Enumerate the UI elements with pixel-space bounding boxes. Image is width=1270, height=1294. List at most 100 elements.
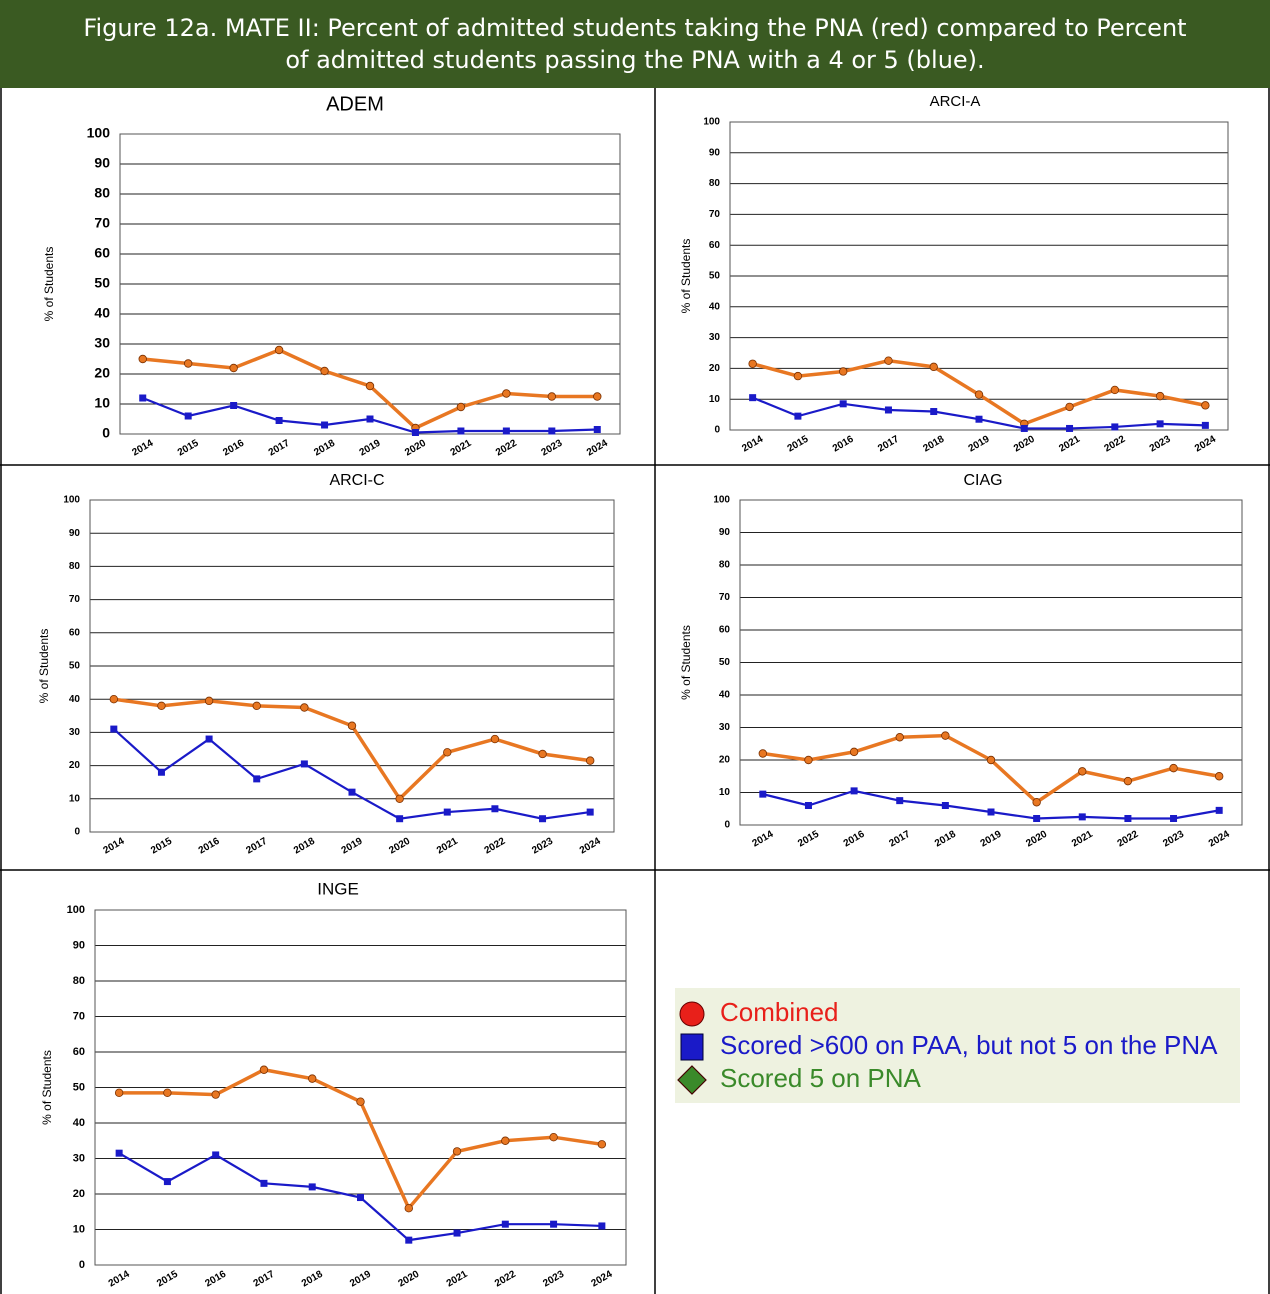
- point: [598, 1222, 606, 1230]
- x-tick-label: 2024: [590, 1269, 615, 1290]
- point: [794, 412, 802, 420]
- point: [395, 794, 404, 803]
- x-tick-label: 2024: [1207, 829, 1232, 850]
- x-tick-label: 2016: [203, 1269, 228, 1290]
- point: [115, 1149, 123, 1157]
- point: [1032, 798, 1041, 807]
- point: [109, 695, 119, 704]
- point: [538, 749, 547, 759]
- x-tick-label: 2017: [267, 438, 292, 459]
- x-tick-label: 2021: [449, 438, 474, 459]
- point: [404, 1203, 413, 1213]
- point: [547, 392, 557, 401]
- y-tick-label: 70: [94, 215, 110, 231]
- legend-marker: [679, 1001, 705, 1027]
- y-tick-label: 0: [724, 820, 730, 831]
- chart-title: ARCI-C: [329, 472, 384, 489]
- series-line: [113, 697, 591, 802]
- point: [490, 734, 500, 744]
- point: [502, 427, 510, 435]
- point: [1201, 421, 1209, 429]
- y-tick-label: 80: [719, 560, 731, 571]
- x-tick-label: 2021: [1070, 829, 1095, 850]
- x-tick-label: 2014: [107, 1269, 132, 1290]
- point: [456, 402, 466, 412]
- y-tick-label: 40: [94, 305, 110, 321]
- point: [929, 362, 938, 372]
- point: [586, 808, 594, 816]
- x-tick-label: 2018: [300, 1269, 325, 1290]
- point: [491, 805, 499, 813]
- point: [539, 815, 547, 823]
- y-tick-label: 100: [703, 117, 720, 128]
- point: [838, 367, 848, 376]
- y-tick-label: 30: [73, 1152, 85, 1164]
- x-tick-label: 2019: [979, 829, 1004, 850]
- point: [895, 733, 904, 742]
- point: [550, 1220, 558, 1228]
- point: [321, 421, 329, 429]
- series-line: [119, 1067, 603, 1212]
- y-tick-label: 10: [719, 787, 731, 798]
- point: [548, 427, 556, 435]
- y-tick-label: 30: [709, 332, 721, 343]
- point: [987, 808, 995, 816]
- x-tick-label: 2019: [967, 434, 992, 455]
- plot-frame: [739, 499, 1243, 826]
- y-tick-label: 30: [719, 722, 731, 733]
- point: [850, 787, 858, 795]
- y-tick-label: 20: [94, 365, 110, 381]
- x-tick-label: 2015: [786, 434, 811, 455]
- y-tick-label: 0: [79, 1259, 85, 1271]
- x-tick-label: 2022: [493, 1269, 518, 1290]
- chart-title: INGE: [317, 879, 359, 898]
- plot-frame: [89, 499, 615, 833]
- figure-title: Figure 12a. MATE II: Percent of admitted…: [83, 14, 1187, 74]
- y-tick-label: 100: [67, 904, 85, 916]
- point: [1215, 806, 1223, 814]
- y-tick-label: 60: [73, 1046, 85, 1058]
- point: [260, 1179, 268, 1187]
- y-tick-label: 90: [709, 147, 721, 158]
- point: [1078, 767, 1087, 776]
- x-tick-label: 2021: [1057, 434, 1082, 455]
- point: [884, 406, 892, 414]
- point: [1110, 385, 1120, 395]
- x-tick-label: 2020: [1024, 829, 1049, 850]
- series-line: [752, 396, 1206, 430]
- y-tick-label: 0: [714, 425, 720, 436]
- x-tick-label: 2020: [1012, 434, 1037, 455]
- x-tick-label: 2018: [312, 438, 337, 459]
- y-tick-label: 90: [73, 939, 85, 951]
- plot-frame: [119, 133, 621, 435]
- point: [758, 749, 768, 758]
- point: [502, 389, 511, 398]
- legend-marker: [680, 1033, 704, 1061]
- point: [1033, 815, 1041, 822]
- point: [405, 1236, 413, 1244]
- y-tick-label: 30: [69, 727, 81, 738]
- point: [585, 756, 595, 765]
- legend-label: Scored 5 on PNA: [720, 1063, 922, 1093]
- point: [1066, 424, 1074, 432]
- y-tick-label: 50: [69, 661, 81, 672]
- point: [896, 797, 904, 805]
- point: [443, 748, 452, 757]
- point: [300, 703, 309, 712]
- x-tick-label: 2015: [796, 829, 821, 850]
- point: [930, 408, 938, 416]
- chart-title: ARCI-A: [930, 93, 981, 110]
- point: [229, 363, 238, 373]
- y-tick-label: 70: [69, 594, 81, 605]
- x-tick-label: 2014: [130, 438, 155, 459]
- x-tick-label: 2015: [149, 836, 174, 857]
- x-tick-label: 2014: [751, 829, 776, 850]
- y-tick-label: 90: [719, 527, 731, 538]
- x-tick-label: 2015: [176, 438, 201, 459]
- point: [396, 815, 404, 823]
- y-tick-label: 50: [709, 271, 721, 282]
- y-tick-label: 60: [94, 245, 110, 261]
- x-tick-label: 2023: [540, 438, 565, 459]
